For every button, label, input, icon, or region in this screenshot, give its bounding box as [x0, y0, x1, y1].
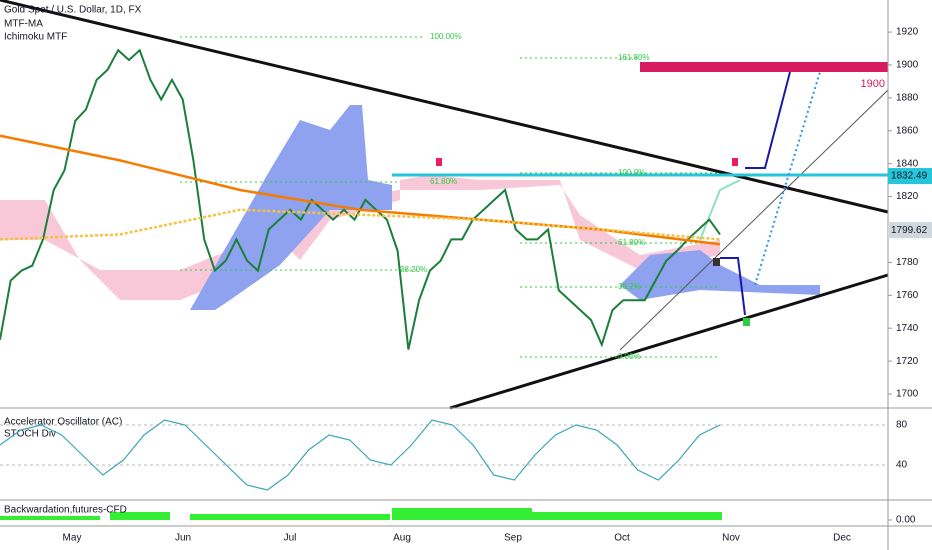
- fib-label: 161.80%: [618, 53, 650, 62]
- y-tick-label: 1900: [896, 60, 919, 71]
- arrow: [699, 179, 741, 241]
- y-tick-label: 1880: [896, 93, 919, 104]
- x-tick-label: Dec: [833, 533, 851, 544]
- fib-label: 100.00%: [430, 32, 462, 41]
- price-label-bg: [888, 168, 932, 185]
- y-tick-label: 1840: [896, 158, 919, 169]
- y-tick-label: 1760: [896, 290, 919, 301]
- y-tick-label: 1720: [896, 356, 919, 367]
- x-tick-label: Jun: [175, 533, 191, 544]
- trendline: [449, 273, 889, 410]
- y-tick-label: 40: [896, 460, 908, 471]
- y-tick-label: 1860: [896, 125, 919, 136]
- signal: [732, 158, 738, 166]
- arrow: [745, 71, 791, 169]
- ichimoku-cloud: [0, 105, 820, 310]
- stoch-line: [0, 419, 721, 491]
- fib-label: 0.00%: [618, 352, 641, 361]
- y-tick-label: 0.00: [896, 515, 916, 526]
- series-line: [0, 208, 721, 241]
- x-tick-label: Oct: [614, 533, 630, 544]
- pane-title: STOCH Div: [4, 429, 56, 440]
- y-tick-label: 1780: [896, 257, 919, 268]
- price-label: 1799.62: [891, 225, 928, 236]
- fib-label: 61.80%: [618, 238, 645, 247]
- fib-label: 61.80%: [430, 177, 457, 186]
- fib-label: 38.2%: [618, 282, 641, 291]
- y-tick-label: 1920: [896, 27, 919, 38]
- target-label: 1900: [861, 78, 885, 90]
- signal: [713, 258, 720, 266]
- x-tick-label: Sep: [504, 533, 522, 544]
- indicator-label: MTF-MA: [4, 19, 43, 30]
- price-label: 1832.49: [891, 171, 928, 182]
- fib-lines: [180, 36, 720, 358]
- arrow: [720, 257, 746, 316]
- trendline: [0, 0, 889, 214]
- x-tick-label: Aug: [393, 533, 411, 544]
- price-label-bg: [888, 222, 932, 239]
- pane-title: Accelerator Oscillator (AC): [4, 417, 122, 428]
- signal: [436, 158, 442, 166]
- series-line: [0, 134, 721, 246]
- y-tick-label: 1820: [896, 191, 919, 202]
- y-tick-label: 80: [896, 420, 908, 431]
- pane-title: Backwardation,futures-CFD: [4, 505, 127, 516]
- y-tick-label: 1740: [896, 323, 919, 334]
- trendline: [619, 89, 889, 351]
- y-tick-label: 1700: [896, 389, 919, 400]
- fib-label: 100.0%: [618, 168, 645, 177]
- backwardation-bars: [0, 508, 722, 520]
- indicator-label: Ichimoku MTF: [4, 32, 67, 43]
- arrow: [754, 71, 821, 286]
- x-tick-label: May: [63, 533, 82, 544]
- signal: [743, 318, 750, 326]
- x-tick-label: Jul: [284, 533, 297, 544]
- target-zone: [640, 62, 888, 72]
- x-tick-label: Nov: [722, 533, 740, 544]
- fib-label: 38.20%: [400, 265, 427, 274]
- chart-title: Gold Spot / U.S. Dollar, 1D, FX: [4, 5, 142, 16]
